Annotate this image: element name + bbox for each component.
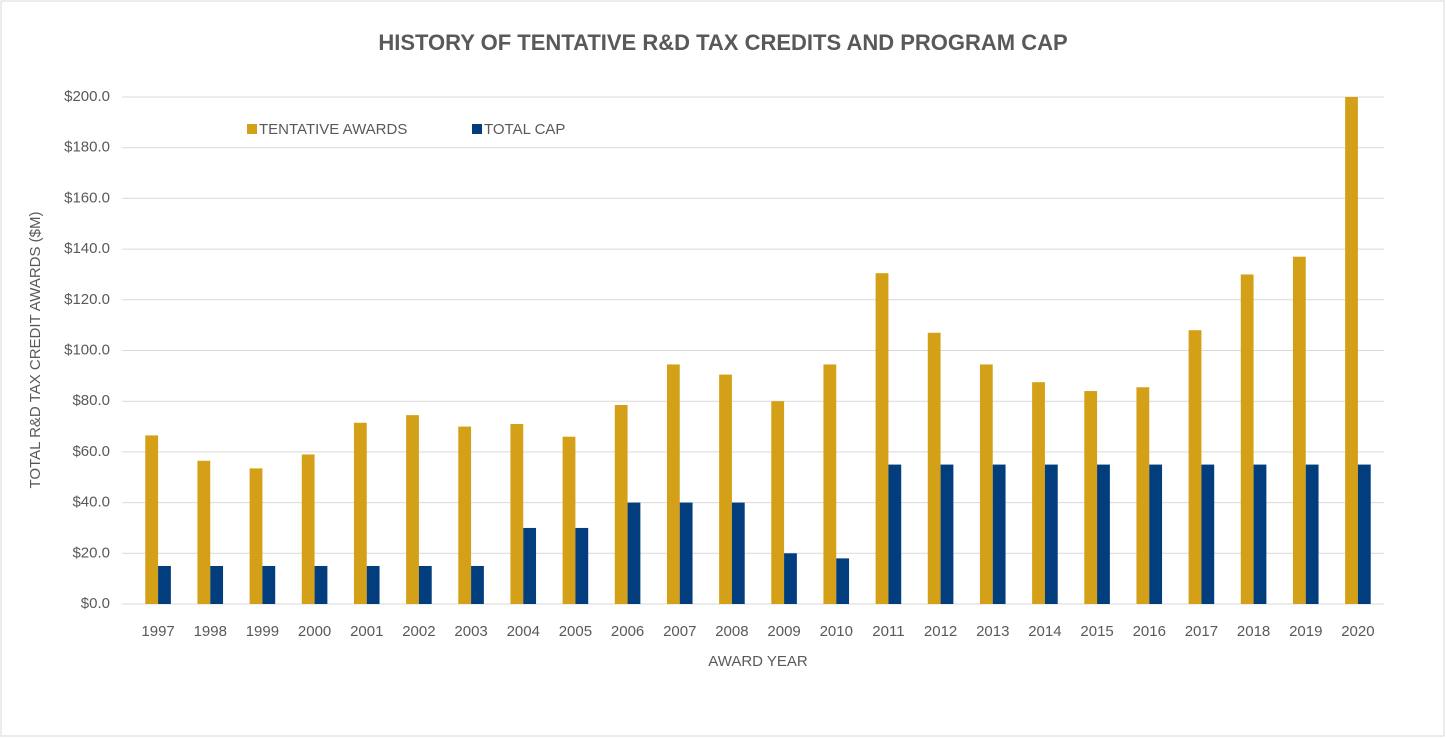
- bar: [1149, 464, 1163, 604]
- bar: [197, 460, 211, 604]
- y-tick-label: $100.0: [64, 341, 110, 358]
- x-tick-label: 2005: [559, 623, 592, 640]
- y-tick-label: $160.0: [64, 189, 110, 206]
- chart-title: HISTORY OF TENTATIVE R&D TAX CREDITS AND…: [378, 30, 1067, 55]
- y-tick-label: $80.0: [72, 392, 110, 409]
- bar: [314, 565, 328, 604]
- bar: [992, 464, 1006, 604]
- bar: [1097, 464, 1110, 604]
- x-tick-label: 2015: [1080, 623, 1113, 640]
- x-tick-label: 2009: [767, 623, 800, 640]
- y-tick-label: $120.0: [64, 291, 110, 308]
- bar: [927, 332, 941, 604]
- bar: [1357, 464, 1371, 604]
- x-tick-label: 2000: [298, 623, 331, 640]
- x-tick-label: 2003: [454, 623, 487, 640]
- legend-swatch: [472, 124, 482, 134]
- x-tick-label: 2006: [611, 623, 644, 640]
- x-tick-label: 2010: [820, 623, 853, 640]
- x-tick-label: 2007: [663, 623, 696, 640]
- legend-label: TENTATIVE AWARDS: [259, 121, 407, 138]
- bar: [458, 426, 472, 604]
- y-tick-label: $140.0: [64, 240, 110, 257]
- x-tick-label: 2008: [715, 623, 748, 640]
- bar: [823, 364, 837, 604]
- bar: [836, 558, 850, 604]
- bar: [1253, 464, 1267, 604]
- bar: [940, 464, 954, 604]
- bar: [1044, 464, 1058, 604]
- x-tick-label: 2019: [1289, 623, 1322, 640]
- bar: [418, 565, 432, 604]
- x-tick-label: 2004: [507, 623, 540, 640]
- y-tick-label: $60.0: [72, 443, 110, 460]
- bar: [1240, 274, 1254, 604]
- bar: [1188, 330, 1202, 604]
- bar: [771, 401, 785, 604]
- bar: [1136, 387, 1150, 604]
- bar: [888, 464, 902, 604]
- bar: [719, 374, 732, 604]
- y-tick-label: $20.0: [72, 544, 110, 561]
- x-tick-label: 2018: [1237, 623, 1270, 640]
- bar: [145, 435, 159, 604]
- bar: [731, 502, 745, 604]
- x-tick-label: 2013: [976, 623, 1009, 640]
- bar: [1292, 256, 1306, 604]
- bar: [575, 527, 589, 604]
- bar: [301, 454, 315, 604]
- bar: [875, 273, 889, 604]
- bar: [262, 565, 276, 604]
- y-tick-label: $40.0: [72, 494, 110, 511]
- bar: [666, 364, 680, 604]
- bar: [979, 364, 993, 604]
- x-tick-label: 2001: [350, 623, 383, 640]
- y-tick-label: $200.0: [64, 88, 110, 105]
- bar: [523, 527, 537, 604]
- bar: [1345, 97, 1358, 604]
- bar: [406, 415, 419, 604]
- x-tick-label: 1998: [194, 623, 227, 640]
- bar: [471, 565, 484, 604]
- bar: [627, 502, 641, 604]
- bar: [249, 468, 263, 604]
- x-tick-label: 2017: [1185, 623, 1218, 640]
- legend-label: TOTAL CAP: [484, 121, 565, 138]
- bar: [353, 422, 367, 604]
- legend-swatch: [247, 124, 257, 134]
- x-tick-label: 2012: [924, 623, 957, 640]
- x-tick-label: 2014: [1028, 623, 1061, 640]
- bar: [158, 565, 171, 604]
- bar: [510, 424, 524, 604]
- y-axis-label: TOTAL R&D TAX CREDIT AWARDS ($M): [27, 212, 44, 489]
- bar: [1305, 464, 1319, 604]
- bar: [562, 436, 576, 604]
- bar: [1084, 391, 1098, 604]
- y-tick-label: $180.0: [64, 139, 110, 156]
- x-tick-label: 2011: [872, 623, 904, 640]
- x-tick-label: 2002: [402, 623, 435, 640]
- x-tick-label: 2016: [1133, 623, 1166, 640]
- bar: [210, 565, 224, 604]
- bar: [679, 502, 693, 604]
- x-tick-label: 2020: [1341, 623, 1374, 640]
- y-tick-label: $0.0: [81, 595, 110, 612]
- x-axis-label: AWARD YEAR: [708, 653, 808, 670]
- x-tick-label: 1999: [246, 623, 279, 640]
- bar: [1201, 464, 1215, 604]
- bar: [366, 565, 380, 604]
- bar: [784, 553, 797, 604]
- bar: [1032, 382, 1045, 604]
- x-tick-label: 1997: [141, 623, 174, 640]
- bar: [614, 405, 628, 604]
